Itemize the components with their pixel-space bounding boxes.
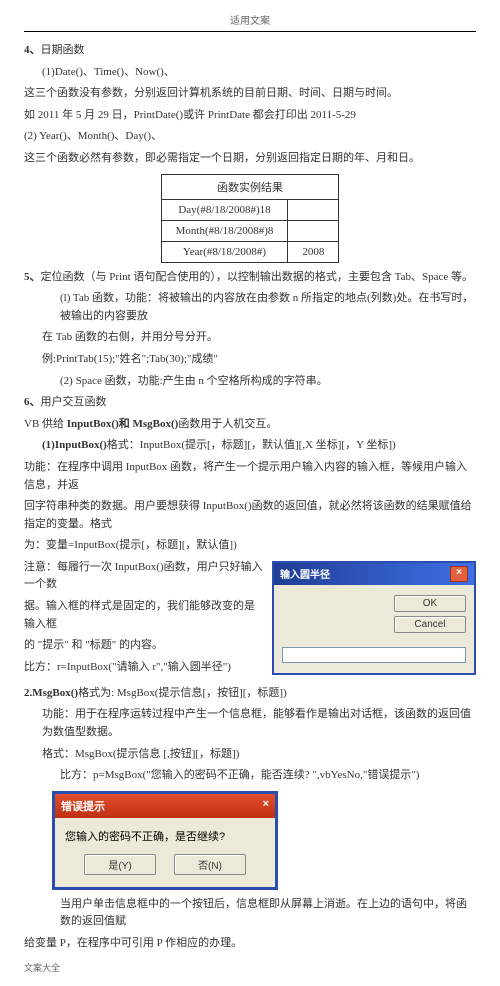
tail-p1: 当用户单击信息框中的一个按钮后，信息框即从屏幕上消逝。在上边的语句中，将函数的返… [24,896,476,931]
inputbox-titlebar: 输入圆半径 × [274,563,474,585]
sec4-p1: (1)Date()、Time()、Now()、 [24,64,476,82]
inputbox-dialog: 输入圆半径 × OK Cancel [272,561,476,675]
page-footer: 文案大全 [24,961,476,974]
table-header-row: 函数实例结果 [161,174,339,199]
table-cell: Year(#8/18/2008#) [161,241,288,262]
sec6-ib-head-line: (1)InputBox()格式：InputBox(提示[，标题][，默认值][,… [24,437,476,455]
inputbox-dialog-wrap: 输入圆半径 × OK Cancel [272,559,476,677]
table-cell: 2008 [288,241,339,262]
msgbox-fmt: 格式为: MsgBox(提示信息[，按钮][，标题]) [78,687,287,699]
sec5-l3: 例:PrintTab(15);"姓名";Tab(30);"成绩" [24,351,476,369]
table-cell [288,199,339,220]
table-row: Day(#8/18/2008#)18 [161,199,339,220]
result-table: 函数实例结果 Day(#8/18/2008#)18 Month(#8/18/20… [161,174,340,263]
table-row: Year(#8/18/2008#) 2008 [161,241,339,262]
sec4-p3: 如 2011 年 5 月 29 日，PrintDate()或许 PrintDat… [24,107,476,125]
sec6-title: 用户交互函数 [41,396,107,408]
inputbox-body: OK Cancel [274,585,474,643]
sec6-ib-fmt: 格式：InputBox(提示[，标题][，默认值][,X 坐标][，Y 坐标]) [107,439,396,451]
error-btn-row: 是(Y) 否(N) [55,854,275,887]
page-header: 适用文案 [24,12,476,32]
msgbox-head: 2.MsgBox() [24,687,78,699]
error-dialog: 错误提示 × 您输入的密码不正确，是否继续? 是(Y) 否(N) [52,791,278,890]
sec6-num: 6、 [24,396,41,408]
close-icon[interactable]: × [263,798,269,814]
no-button[interactable]: 否(N) [174,854,246,875]
sec6-ib-p3: 为：变量=InputBox(提示[，标题][，默认值]) [24,537,476,555]
inputbox-title: 输入圆半径 [280,566,330,581]
error-msg: 您输入的密码不正确，是否继续? [55,818,275,854]
ok-button[interactable]: OK [394,595,466,612]
table-header: 函数实例结果 [161,174,339,199]
yes-button[interactable]: 是(Y) [84,854,156,875]
sec6-ib-p2: 回字符串种类的数据。用户要想获得 InputBox()函数的返回值，就必然将该函… [24,498,476,533]
error-title: 错误提示 [61,798,105,814]
tail-p2: 给变量 P，在程序中可引用 P 作相应的办理。 [24,935,476,953]
sec5-heading: 5、定位函数（与 Print 语句配合使用的），以控制输出数据的格式，主要包含 … [24,269,476,287]
inputbox-msg [282,595,386,633]
sec4-p4: (2) Year()、Month()、Day()、 [24,128,476,146]
sec5-num: 5、 [24,271,41,283]
sec4-p5: 这三个函数必然有参数，即必需指定一个日期，分别返回指定日期的年、月和日。 [24,150,476,168]
error-titlebar: 错误提示 × [55,794,275,818]
sec6-ib-head: (1)InputBox() [42,439,107,451]
inputbox-input[interactable] [282,647,466,663]
msgbox-p1: 功能：用于在程序运转过程中产生一个信息框，能够看作是输出对话框，该函数的返回值为… [24,706,476,741]
inputbox-btns: OK Cancel [394,595,466,633]
close-icon[interactable]: × [450,566,468,582]
sec4-p2: 这三个函数没有参数，分别返回计算机系统的目前日期、时间、日期与时间。 [24,85,476,103]
sec5-l1: (l) Tab 函数，功能：将被输出的内容放在由参数 n 所指定的地点(列数)处… [24,290,476,325]
table-row: Month(#8/18/2008#)8 [161,220,339,241]
table-cell: Day(#8/18/2008#)18 [161,199,288,220]
sec4-title: 日期函数 [41,44,85,56]
sec5-l4: (2) Space 函数，功能:产生由 n 个空格所构成的字符串。 [24,373,476,391]
cancel-button[interactable]: Cancel [394,616,466,633]
sec5-title: 定位函数（与 Print 语句配合使用的），以控制输出数据的格式，主要包含 Ta… [41,271,474,283]
sec6-vb-tail: 函数用于人机交互。 [178,418,277,430]
table-cell: Month(#8/18/2008#)8 [161,220,288,241]
inputbox-input-row [274,643,474,673]
sec6-vb-fn: InputBox()和 MsgBox() [67,418,179,430]
sec4-heading: 4、日期函数 [24,42,476,60]
sec6-ib-p1: 功能：在程序中调用 InputBox 函数，将产生一个提示用户输入内容的输入框，… [24,459,476,494]
msgbox-p3: 比方：p=MsgBox("您输入的密码不正确，能否连续? ",vbYesNo,"… [24,767,476,785]
msgbox-p2: 格式：MsgBox(提示信息 [,按钮][，标题]) [24,746,476,764]
sec6-vb-pre: VB 供给 [24,418,67,430]
sec6-vb: VB 供给 InputBox()和 MsgBox()函数用于人机交互。 [24,416,476,434]
sec5-l2: 在 Tab 函数的右侧，并用分号分开。 [24,329,476,347]
sec6-heading: 6、用户交互函数 [24,394,476,412]
sec4-num: 4、 [24,44,41,56]
table-cell [288,220,339,241]
page: 适用文案 4、日期函数 (1)Date()、Time()、Now()、 这三个函… [0,0,500,986]
